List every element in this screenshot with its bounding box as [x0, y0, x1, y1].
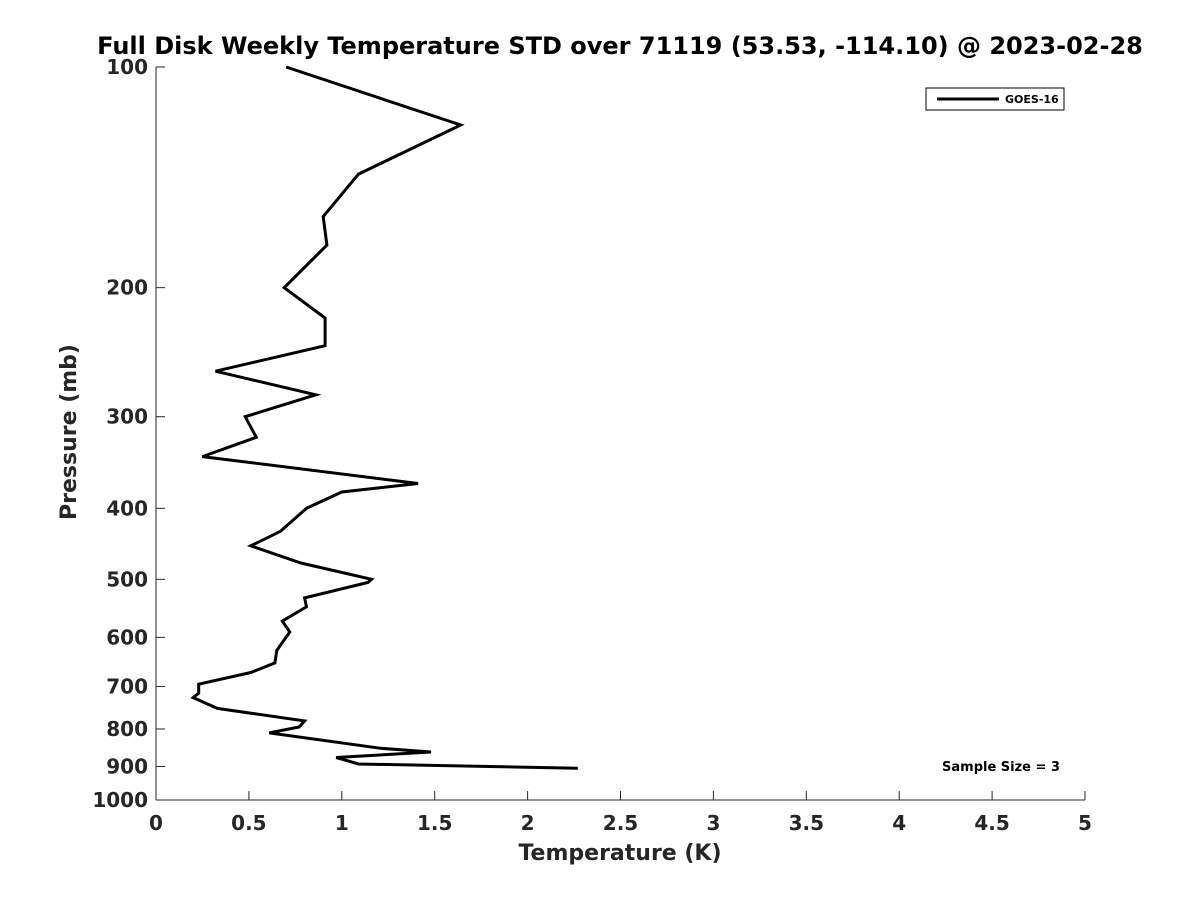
x-tick-label: 3	[706, 811, 720, 835]
x-tick-label: 3.5	[789, 811, 824, 835]
y-tick-label: 800	[106, 717, 148, 741]
x-axis-label: Temperature (K)	[518, 841, 721, 866]
x-tick-label: 2	[521, 811, 535, 835]
data-series	[190, 65, 578, 770]
sample-size-annotation: Sample Size = 3	[942, 760, 1060, 775]
y-tick-label: 600	[106, 625, 148, 649]
x-tick-label: 0	[149, 811, 163, 835]
y-tick-label: 900	[106, 754, 148, 778]
x-tick-label: 2.5	[603, 811, 638, 835]
x-tick-label: 1.5	[417, 811, 452, 835]
y-tick-label: 1000	[92, 788, 148, 812]
x-tick-label: 4	[892, 811, 906, 835]
chart-title: Full Disk Weekly Temperature STD over 71…	[97, 32, 1143, 60]
y-tick-label: 200	[106, 276, 148, 300]
y-tick-label: 700	[106, 674, 148, 698]
y-tick-label: 400	[106, 496, 148, 520]
y-axis-label: Pressure (mb)	[57, 344, 82, 520]
x-axis-ticks: 0 0.5 1 1.5 2 2.5 3 3.5 4 4.5 5	[149, 791, 1092, 835]
y-axis-ticks: 100 200 300 400 500 600 700 800 900 1000	[92, 55, 165, 812]
y-tick-label: 100	[106, 55, 148, 79]
x-tick-label: 0.5	[231, 811, 266, 835]
x-tick-label: 1	[335, 811, 349, 835]
legend: GOES-16	[925, 87, 1065, 111]
x-tick-label: 4.5	[974, 811, 1009, 835]
y-tick-label: 500	[106, 567, 148, 591]
series-line-goes-16	[190, 65, 578, 770]
x-tick-label: 5	[1078, 811, 1092, 835]
legend-entry-goes-16: GOES-16	[1005, 93, 1059, 106]
y-tick-label: 300	[106, 405, 148, 429]
